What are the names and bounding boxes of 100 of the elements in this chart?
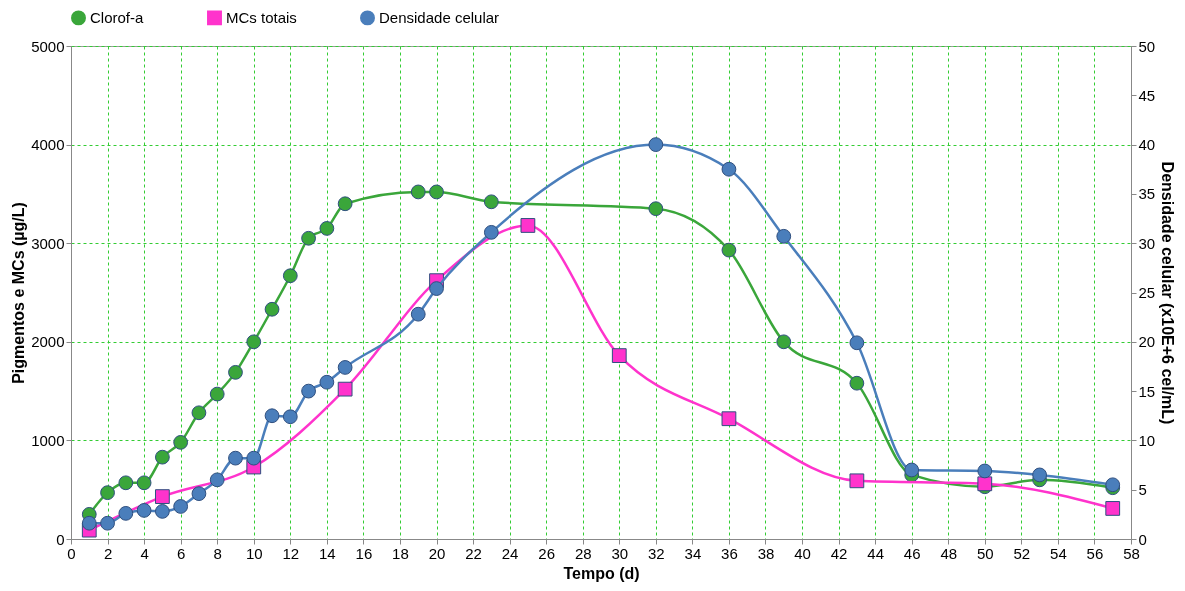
point	[319, 374, 335, 390]
x-tick-label: 56	[1086, 544, 1104, 562]
point	[337, 196, 353, 212]
point	[154, 504, 170, 519]
y2-tick-label: 30	[1138, 234, 1156, 252]
point	[246, 334, 262, 350]
point	[264, 408, 280, 424]
point	[483, 194, 499, 210]
point	[1032, 467, 1048, 483]
x-tick-label: 48	[940, 544, 958, 562]
x-tick-label: 30	[611, 544, 629, 562]
point	[611, 348, 627, 363]
point	[246, 450, 262, 466]
point	[136, 475, 152, 491]
point	[721, 161, 737, 177]
y2-tick-label: 15	[1138, 382, 1156, 400]
x-tick-label: 8	[213, 544, 222, 562]
point	[410, 184, 426, 200]
point	[173, 434, 189, 450]
point	[776, 228, 792, 244]
point	[228, 450, 243, 466]
x-tick-label: 26	[538, 544, 556, 562]
point	[849, 335, 865, 351]
point	[1105, 501, 1121, 516]
point	[173, 499, 189, 514]
y-tick-label: 4000	[31, 136, 65, 154]
x-tick-label: 4	[140, 544, 149, 562]
point	[849, 375, 865, 391]
point	[319, 221, 335, 236]
point	[429, 281, 444, 296]
x-tick-label: 20	[428, 544, 446, 562]
x-tick-label: 22	[465, 544, 482, 562]
x-tick-label: 36	[721, 544, 738, 562]
x-tick-label: 16	[355, 544, 373, 562]
x-tick-label: 46	[903, 544, 921, 562]
x-tick-label: 14	[319, 544, 336, 562]
x-tick-label: 38	[757, 544, 775, 562]
point	[648, 201, 664, 217]
legend-label: MCs totais	[226, 8, 297, 26]
point	[191, 405, 207, 421]
point	[410, 306, 426, 322]
point	[849, 473, 865, 489]
y2-tick-label: 50	[1138, 37, 1156, 55]
point	[118, 475, 134, 491]
x-tick-label: 50	[976, 544, 994, 562]
point	[648, 137, 664, 152]
point	[154, 449, 170, 465]
point	[337, 360, 353, 375]
point	[282, 268, 298, 284]
y2-tick-label: 5	[1138, 481, 1147, 499]
point	[154, 489, 170, 504]
x-tick-label: 52	[1013, 544, 1031, 562]
y2-tick-label: 40	[1138, 136, 1156, 154]
y2-tick-label: 35	[1138, 185, 1156, 203]
x-tick-label: 24	[501, 544, 519, 562]
point	[520, 218, 536, 233]
point	[264, 301, 280, 317]
y-tick-label: 2000	[31, 333, 65, 351]
point	[209, 472, 225, 488]
x-tick-label: 2	[103, 544, 113, 562]
point	[136, 503, 152, 518]
y-tick-label: 3000	[31, 234, 65, 252]
point	[100, 515, 115, 531]
point	[118, 505, 134, 521]
x-tick-label: 40	[794, 544, 811, 562]
x-tick-label: 44	[867, 544, 884, 562]
point	[904, 462, 920, 478]
point	[301, 383, 316, 399]
y2-tick-label: 25	[1138, 284, 1156, 301]
point	[337, 381, 353, 397]
x-tick-label: 18	[392, 544, 409, 562]
y-tick-label: 5000	[31, 37, 65, 55]
point	[429, 184, 444, 200]
y2-tick-label: 10	[1138, 431, 1156, 449]
point	[228, 364, 243, 380]
x-tick-label: 58	[1123, 544, 1140, 562]
point	[483, 224, 499, 240]
y2-tick-label: 20	[1138, 333, 1156, 351]
point	[721, 242, 737, 258]
x-tick-label: 32	[647, 544, 665, 562]
x-tick-label: 6	[176, 544, 186, 562]
x-axis-title: Tempo (d)	[563, 564, 640, 582]
point	[209, 386, 225, 402]
y-tick-label: 0	[56, 530, 65, 548]
x-tick-label: 0	[67, 544, 76, 562]
x-tick-label: 34	[684, 544, 702, 562]
point	[776, 334, 792, 350]
y-axis-title: Pigmentos e MCs (µg/L)	[10, 202, 28, 384]
point	[81, 515, 97, 531]
x-tick-label: 12	[282, 544, 300, 562]
y-tick-label: 1000	[31, 431, 65, 449]
legend-label: Clorof-a	[90, 8, 145, 26]
x-tick-label: 42	[830, 544, 848, 562]
point	[301, 230, 316, 246]
point	[282, 409, 298, 425]
point	[721, 411, 737, 427]
point	[191, 486, 207, 502]
x-tick-label: 10	[245, 544, 263, 562]
point	[100, 485, 115, 501]
y2-tick-label: 0	[1138, 530, 1147, 548]
